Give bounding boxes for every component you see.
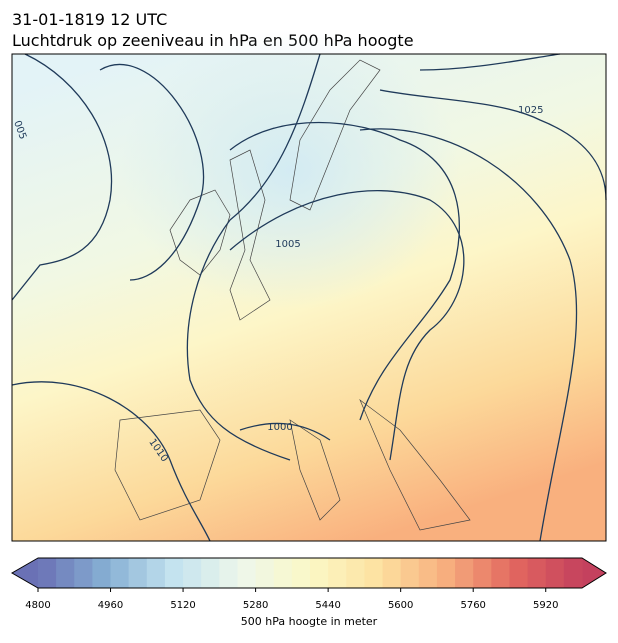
colorbar: 4800 4960 5120 5280 5440 5600 5760 5920 [10, 557, 607, 611]
colorbar-band [164, 558, 184, 588]
colorbar-band [219, 558, 238, 588]
colorbar-band [74, 558, 93, 588]
isobar [11, 381, 211, 542]
colorbar-band [418, 558, 438, 588]
colorbar-band [527, 558, 547, 588]
isobar [359, 128, 578, 542]
colorbar-band [382, 558, 402, 588]
colorbar-band [110, 558, 130, 588]
colorbar-band [346, 558, 365, 588]
colorbar-extend-high [582, 558, 606, 588]
colorbar-tick-label: 5280 [243, 600, 268, 611]
colorbar-band [128, 558, 148, 588]
date: 31-01-1819 12 UTC [12, 10, 167, 29]
colorbar-band [328, 558, 347, 588]
colorbar-tick-label: 5920 [533, 600, 558, 611]
contour-label: 1000 [267, 422, 292, 433]
isobar [239, 422, 331, 441]
colorbar-tick-label: 4960 [98, 600, 123, 611]
colorbar-tick-label: 5760 [460, 600, 485, 611]
colorbar-extend-low [12, 558, 38, 588]
colorbar-band [545, 558, 565, 588]
colorbar-tick-label: 5600 [388, 600, 413, 611]
isobar [229, 189, 465, 461]
colorbar-band [491, 558, 510, 588]
isobar [186, 53, 321, 461]
colorbar-band [56, 558, 75, 588]
colorbar-band [563, 558, 583, 588]
low-height-area [120, 30, 460, 310]
colorbar-band [291, 558, 311, 588]
contour-label: 1025 [518, 105, 543, 116]
colorbar-band [473, 558, 492, 588]
colorbar-tick-label: 4800 [25, 600, 50, 611]
coastline [114, 59, 471, 531]
colorbar-band [436, 558, 456, 588]
colorbar-label: 500 hPa hoogte in meter [241, 615, 378, 628]
colorbar-band [201, 558, 220, 588]
contour-label: 1005 [275, 239, 300, 250]
isobar [99, 63, 205, 281]
colorbar-band [255, 558, 275, 588]
isobar [11, 53, 113, 301]
colorbar-band [509, 558, 529, 588]
colorbar-band [92, 558, 112, 588]
colorbar-band [146, 558, 166, 588]
colorbar-band [183, 558, 202, 588]
colorbar-tick-label: 5440 [315, 600, 340, 611]
colorbar-outline [10, 557, 607, 589]
colorbar-band [455, 558, 474, 588]
isobar [379, 89, 607, 201]
colorbar-tick-label: 5120 [170, 600, 195, 611]
map: 1025 1005 1000 1010 005 [11, 30, 607, 542]
colorbar-band [400, 558, 420, 588]
colorbar-band [38, 558, 57, 588]
colorbar-band [273, 558, 293, 588]
isobar [229, 121, 460, 421]
colorbar-band [310, 558, 329, 588]
isobar [419, 53, 561, 71]
colorbar-band [364, 558, 384, 588]
colorbar-band [237, 558, 257, 588]
map-frame [11, 53, 607, 542]
